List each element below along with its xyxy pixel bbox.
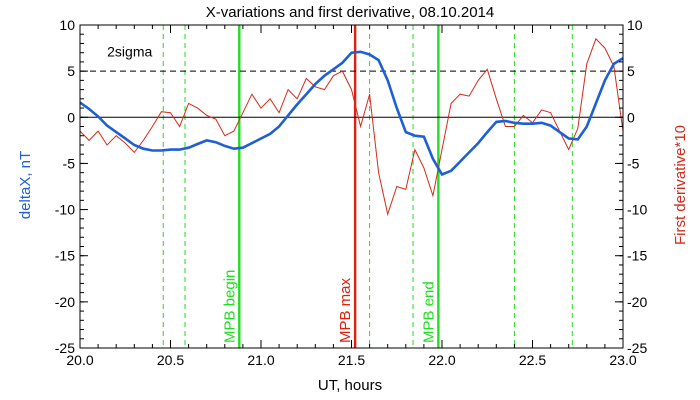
y-tick-label-left: 0: [67, 109, 75, 125]
x-axis-label: UT, hours: [318, 377, 382, 394]
series-deltax-line: [79, 50, 624, 177]
y-tick-label-right: -10: [627, 202, 647, 218]
marker-label-6: MPB end: [420, 281, 437, 343]
marker-label-2: MPB begin: [221, 270, 238, 343]
x-tick-label: 20.5: [157, 352, 184, 368]
two-sigma-label: 2sigma: [107, 43, 152, 59]
marker-label-3: MPB max: [337, 277, 354, 343]
y-tick-label-left: -10: [55, 202, 75, 218]
y-tick-label-left: 10: [59, 17, 75, 33]
y-axis-label-right: First derivative*10: [672, 125, 689, 245]
series-derivative-line: [79, 37, 624, 217]
y-axis-label-left: deltaX, nT: [17, 151, 34, 219]
x-tick-label: 22.5: [519, 352, 546, 368]
y-tick-label-right: 5: [627, 63, 635, 79]
marker-labels: MPB begin MPB max MPB end: [221, 270, 437, 343]
y-tick-label-left: 5: [67, 63, 75, 79]
y-tick-label-right: 10: [627, 17, 643, 33]
vertical-markers: [162, 25, 573, 348]
x-tick-label: 23.0: [609, 352, 636, 368]
y-tick-label-right: -5: [627, 155, 640, 171]
x-tick-label: 21.5: [338, 352, 365, 368]
y-tick-label-left: -20: [55, 294, 75, 310]
y-tick-label-right: 0: [627, 109, 635, 125]
y-tick-label-left: -25: [55, 340, 75, 356]
y-tick-label-right: -25: [627, 340, 647, 356]
chart-title: X-variations and first derivative, 08.10…: [206, 4, 495, 21]
y-tick-label-left: -5: [63, 155, 76, 171]
y-tick-label-right: -15: [627, 248, 647, 264]
y-tick-label-left: -15: [55, 248, 75, 264]
x-tick-label: 20.0: [66, 352, 93, 368]
x-tick-label: 22.0: [428, 352, 455, 368]
x-tick-label: 21.0: [247, 352, 274, 368]
y-tick-label-right: -20: [627, 294, 647, 310]
axis-ticks: 20.0 20.5 21.0 21.5 22.0 22.5 23.0-25 -25-20 -20…: [55, 17, 648, 368]
